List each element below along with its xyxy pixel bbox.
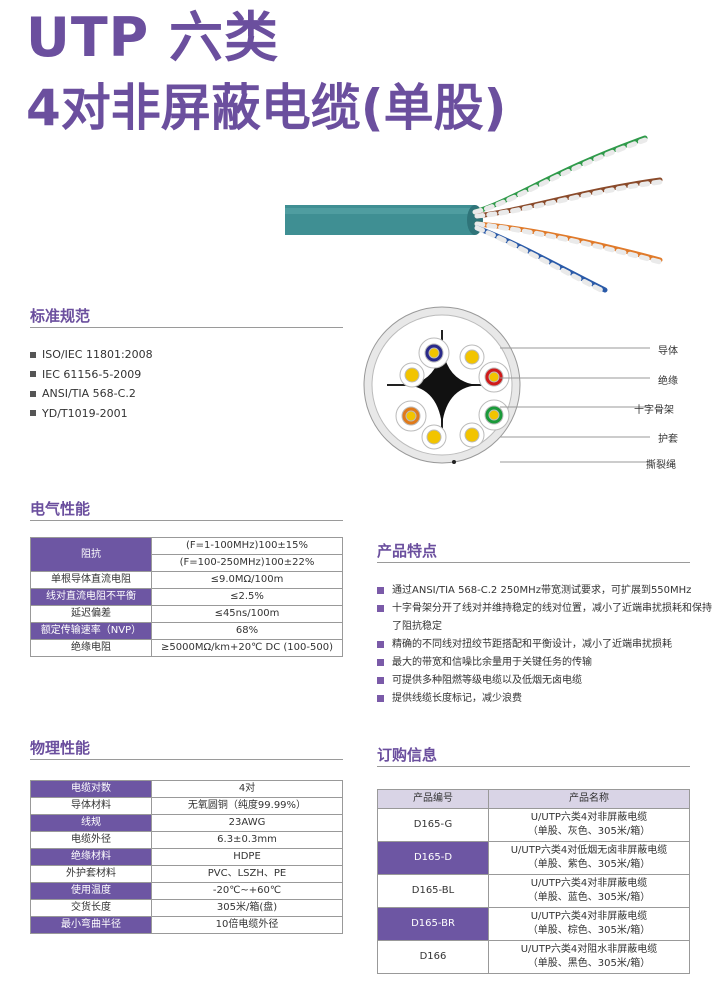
diagram-leader-lines: [500, 347, 650, 463]
table-row: 最小弯曲半径 10倍电缆外径: [30, 916, 343, 934]
features-list: 通过ANSI/TIA 568-C.2 250MHz带宽测试要求，可扩展到550M…: [377, 582, 717, 708]
cable-cross-section-diagram: [363, 306, 521, 464]
table-row: 电缆外径 6.3±0.3mm: [30, 831, 343, 849]
table-row: 阻抗 (F=1-100MHz)100±15%: [30, 537, 343, 572]
list-item: 通过ANSI/TIA 568-C.2 250MHz带宽测试要求，可扩展到550M…: [377, 582, 717, 600]
table-row: D165-D U/UTP六类4对低烟无卤非屏蔽电缆 （单股、紫色、305米/箱）: [377, 841, 690, 875]
features-heading: 产品特点: [377, 542, 438, 560]
bullet-icon: [30, 371, 36, 378]
electrical-heading: 电气性能: [30, 500, 91, 518]
bullet-icon: [377, 641, 384, 648]
order-heading: 订购信息: [377, 746, 438, 764]
physical-table: 电缆对数 4对 导体材料 无氧圆铜（纯度99.99%） 线规 23AWG 电缆外径 6.…: [30, 780, 343, 934]
bullet-icon: [377, 659, 384, 666]
electrical-divider: [30, 520, 343, 521]
cable-photo: [285, 135, 663, 295]
table-row: 绝缘电阻 ≥5000MΩ/km+20℃ DC (100-500): [30, 639, 343, 657]
bullet-icon: [30, 351, 36, 358]
standards-divider: [30, 327, 343, 328]
table-header-row: 产品编号 产品名称: [377, 789, 690, 809]
electrical-table: 阻抗 (F=1-100MHz)100±15% (F=100-250MHz)100…: [30, 537, 343, 657]
list-item: ANSI/TIA 568-C.2: [30, 384, 153, 404]
bullet-icon: [30, 390, 36, 397]
table-row: 延迟偏差 ≤45ns/100m: [30, 605, 343, 623]
table-row: 使用温度 -20℃~+60℃: [30, 882, 343, 900]
list-item: ISO/IEC 11801:2008: [30, 345, 153, 365]
table-row: 导体材料 无氧圆铜（纯度99.99%）: [30, 797, 343, 815]
list-item: IEC 61156-5-2009: [30, 365, 153, 385]
table-row: 电缆对数 4对: [30, 780, 343, 798]
table-row: 单根导体直流电阻 ≤9.0MΩ/100m: [30, 571, 343, 589]
bullet-icon: [377, 677, 384, 684]
label-conductor: 导体: [658, 346, 678, 357]
list-item: 最大的带宽和信噪比余量用于关键任务的传输: [377, 654, 717, 672]
physical-heading: 物理性能: [30, 739, 91, 757]
bullet-icon: [377, 695, 384, 702]
list-item: YD/T1019-2001: [30, 404, 153, 424]
order-divider: [377, 766, 690, 767]
table-row: D165-G U/UTP六类4对非屏蔽电缆 （单股、灰色、305米/箱）: [377, 808, 690, 842]
features-divider: [377, 562, 690, 563]
label-jacket: 护套: [658, 434, 678, 445]
table-row: 线对直流电阻不平衡 ≤2.5%: [30, 588, 343, 606]
standards-list: ISO/IEC 11801:2008 IEC 61156-5-2009 ANSI…: [30, 345, 153, 423]
list-item: 可提供多种阻燃等级电缆以及低烟无卤电缆: [377, 672, 717, 690]
label-cross-filler: 十字骨架: [634, 405, 674, 416]
order-table: 产品编号 产品名称 D165-G U/UTP六类4对非屏蔽电缆 （单股、灰色、30…: [377, 789, 690, 974]
physical-divider: [30, 759, 343, 760]
bullet-icon: [377, 605, 384, 612]
table-row: D165-BL U/UTP六类4对非屏蔽电缆 （单股、蓝色、305米/箱）: [377, 874, 690, 908]
table-row: 外护套材料 PVC、LSZH、PE: [30, 865, 343, 883]
label-ripcord: 撕裂绳: [646, 460, 676, 471]
table-row: D166 U/UTP六类4对阻水非屏蔽电缆 （单股、黑色、305米/箱）: [377, 940, 690, 974]
table-row: 绝缘材料 HDPE: [30, 848, 343, 866]
page-subtitle: 4对非屏蔽电缆(单股): [26, 79, 507, 137]
bullet-icon: [377, 587, 384, 594]
list-item: 精确的不同线对扭绞节距搭配和平衡设计，减小了近端串扰损耗: [377, 636, 717, 654]
page-title: UTP 六类: [26, 6, 280, 69]
list-item: 提供线缆长度标记，减少浪费: [377, 690, 717, 708]
table-row: D165-BR U/UTP六类4对非屏蔽电缆 （单股、棕色、305米/箱）: [377, 907, 690, 941]
standards-heading: 标准规范: [30, 307, 91, 325]
label-insulation: 绝缘: [658, 376, 678, 387]
bullet-icon: [30, 410, 36, 417]
table-row: 额定传输速率（NVP） 68%: [30, 622, 343, 640]
table-row: 线规 23AWG: [30, 814, 343, 832]
table-row: 交货长度 305米/箱(盘): [30, 899, 343, 917]
list-item: 十字骨架分开了线对并维持稳定的线对位置，减小了近端串扰损耗和保持了阻抗稳定: [377, 600, 717, 636]
